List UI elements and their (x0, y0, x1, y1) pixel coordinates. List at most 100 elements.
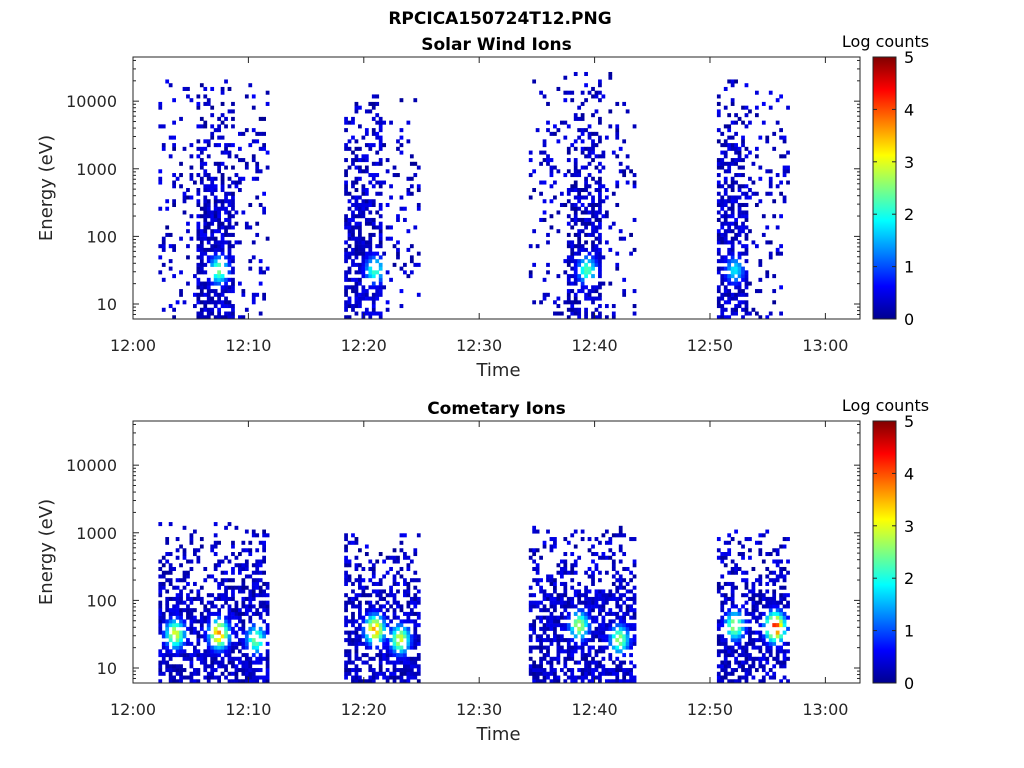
heatmap-cell (598, 664, 602, 669)
heatmap-cell (587, 292, 592, 297)
heatmap-cell (625, 671, 630, 676)
heatmap-cell (598, 161, 602, 166)
heatmap-cell (741, 191, 745, 196)
heatmap-cell (584, 292, 588, 297)
heatmap-cell (161, 656, 166, 661)
heatmap-cell (231, 304, 235, 309)
heatmap-cell (165, 537, 170, 542)
heatmap-cell (734, 649, 738, 654)
heatmap-cell (618, 525, 623, 530)
heatmap-cell (172, 135, 176, 140)
heatmap-cell (213, 533, 218, 538)
heatmap-cell (528, 548, 533, 553)
y-axis-label: Energy (eV) (36, 499, 57, 605)
heatmap-cell (241, 589, 246, 594)
heatmap-cell (213, 195, 218, 200)
heatmap-cell (251, 296, 256, 301)
heatmap-cell (775, 653, 780, 658)
heatmap-cell (210, 675, 215, 680)
heatmap-cell (378, 143, 383, 148)
heatmap-cell (577, 668, 582, 673)
heatmap-cell (217, 641, 221, 646)
heatmap-cell (734, 225, 738, 230)
heatmap-cell (203, 566, 208, 572)
heatmap-cell (737, 270, 742, 275)
heatmap-cell (587, 161, 592, 166)
heatmap-cell (175, 630, 180, 635)
heatmap-cell (358, 563, 362, 568)
heatmap-cell (220, 180, 225, 185)
heatmap-cell (730, 600, 735, 605)
heatmap-cell (618, 533, 623, 538)
heatmap-cell (546, 574, 550, 579)
heatmap-cell (598, 634, 602, 639)
heatmap-cell (622, 578, 627, 583)
heatmap-cell (186, 559, 190, 564)
heatmap-cell (351, 214, 355, 219)
heatmap-cell (566, 188, 571, 193)
heatmap-cell (549, 619, 554, 624)
heatmap-cell (772, 131, 777, 136)
heatmap-cell (591, 158, 595, 163)
heatmap-cell (594, 649, 599, 654)
heatmap-cell (601, 255, 606, 260)
heatmap-cell (775, 604, 780, 609)
heatmap-cell (765, 649, 770, 654)
heatmap-cell (213, 184, 218, 189)
x-tick-label: 12:00 (110, 700, 156, 719)
heatmap-cell (786, 641, 790, 646)
heatmap-cell (389, 638, 393, 643)
heatmap-cell (737, 641, 742, 646)
heatmap-cell (371, 173, 376, 178)
heatmap-cell (406, 638, 411, 643)
heatmap-cell (737, 552, 742, 557)
heatmap-cell (737, 626, 742, 631)
heatmap-cell (723, 593, 728, 598)
heatmap-cell (344, 173, 348, 178)
heatmap-cell (779, 214, 783, 219)
heatmap-cell (563, 649, 568, 654)
heatmap-cell (559, 593, 564, 598)
heatmap-cell (632, 634, 637, 639)
heatmap-cell (734, 131, 738, 136)
heatmap-cell (175, 600, 180, 605)
heatmap-cell (403, 668, 407, 673)
heatmap-cell (528, 623, 533, 628)
heatmap-cell (227, 611, 232, 616)
heatmap-cell (594, 165, 599, 170)
heatmap-cell (406, 120, 411, 125)
heatmap-cell (189, 623, 194, 628)
heatmap-cell (172, 173, 176, 178)
heatmap-cell (622, 533, 627, 538)
heatmap-cell (556, 660, 561, 665)
heatmap-cell (238, 563, 242, 568)
heatmap-cell (206, 202, 211, 208)
heatmap-cell (231, 124, 235, 129)
heatmap-cell (754, 105, 759, 110)
heatmap-cell (566, 656, 571, 661)
heatmap-cell (399, 660, 404, 665)
heatmap-cell (255, 169, 260, 174)
heatmap-cell (161, 581, 166, 586)
heatmap-cell (227, 262, 232, 267)
heatmap-cell (615, 671, 620, 676)
heatmap-cell (723, 139, 728, 144)
heatmap-cell (566, 240, 571, 245)
heatmap-cell (172, 604, 176, 609)
heatmap-cell (161, 262, 166, 267)
heatmap-cell (629, 596, 633, 601)
heatmap-cell (573, 563, 578, 568)
heatmap-cell (775, 656, 780, 661)
heatmap-cell (206, 240, 211, 245)
heatmap-cell (351, 540, 355, 545)
heatmap-cell (186, 638, 190, 643)
heatmap-cell (549, 641, 554, 646)
heatmap-cell (385, 270, 390, 275)
heatmap-cell (611, 596, 616, 601)
heatmap-cell (546, 615, 550, 620)
heatmap-cell (754, 619, 759, 624)
heatmap-cell (241, 679, 246, 684)
heatmap-cell (220, 660, 225, 665)
heatmap-cell (542, 671, 547, 676)
heatmap-cell (737, 292, 742, 297)
